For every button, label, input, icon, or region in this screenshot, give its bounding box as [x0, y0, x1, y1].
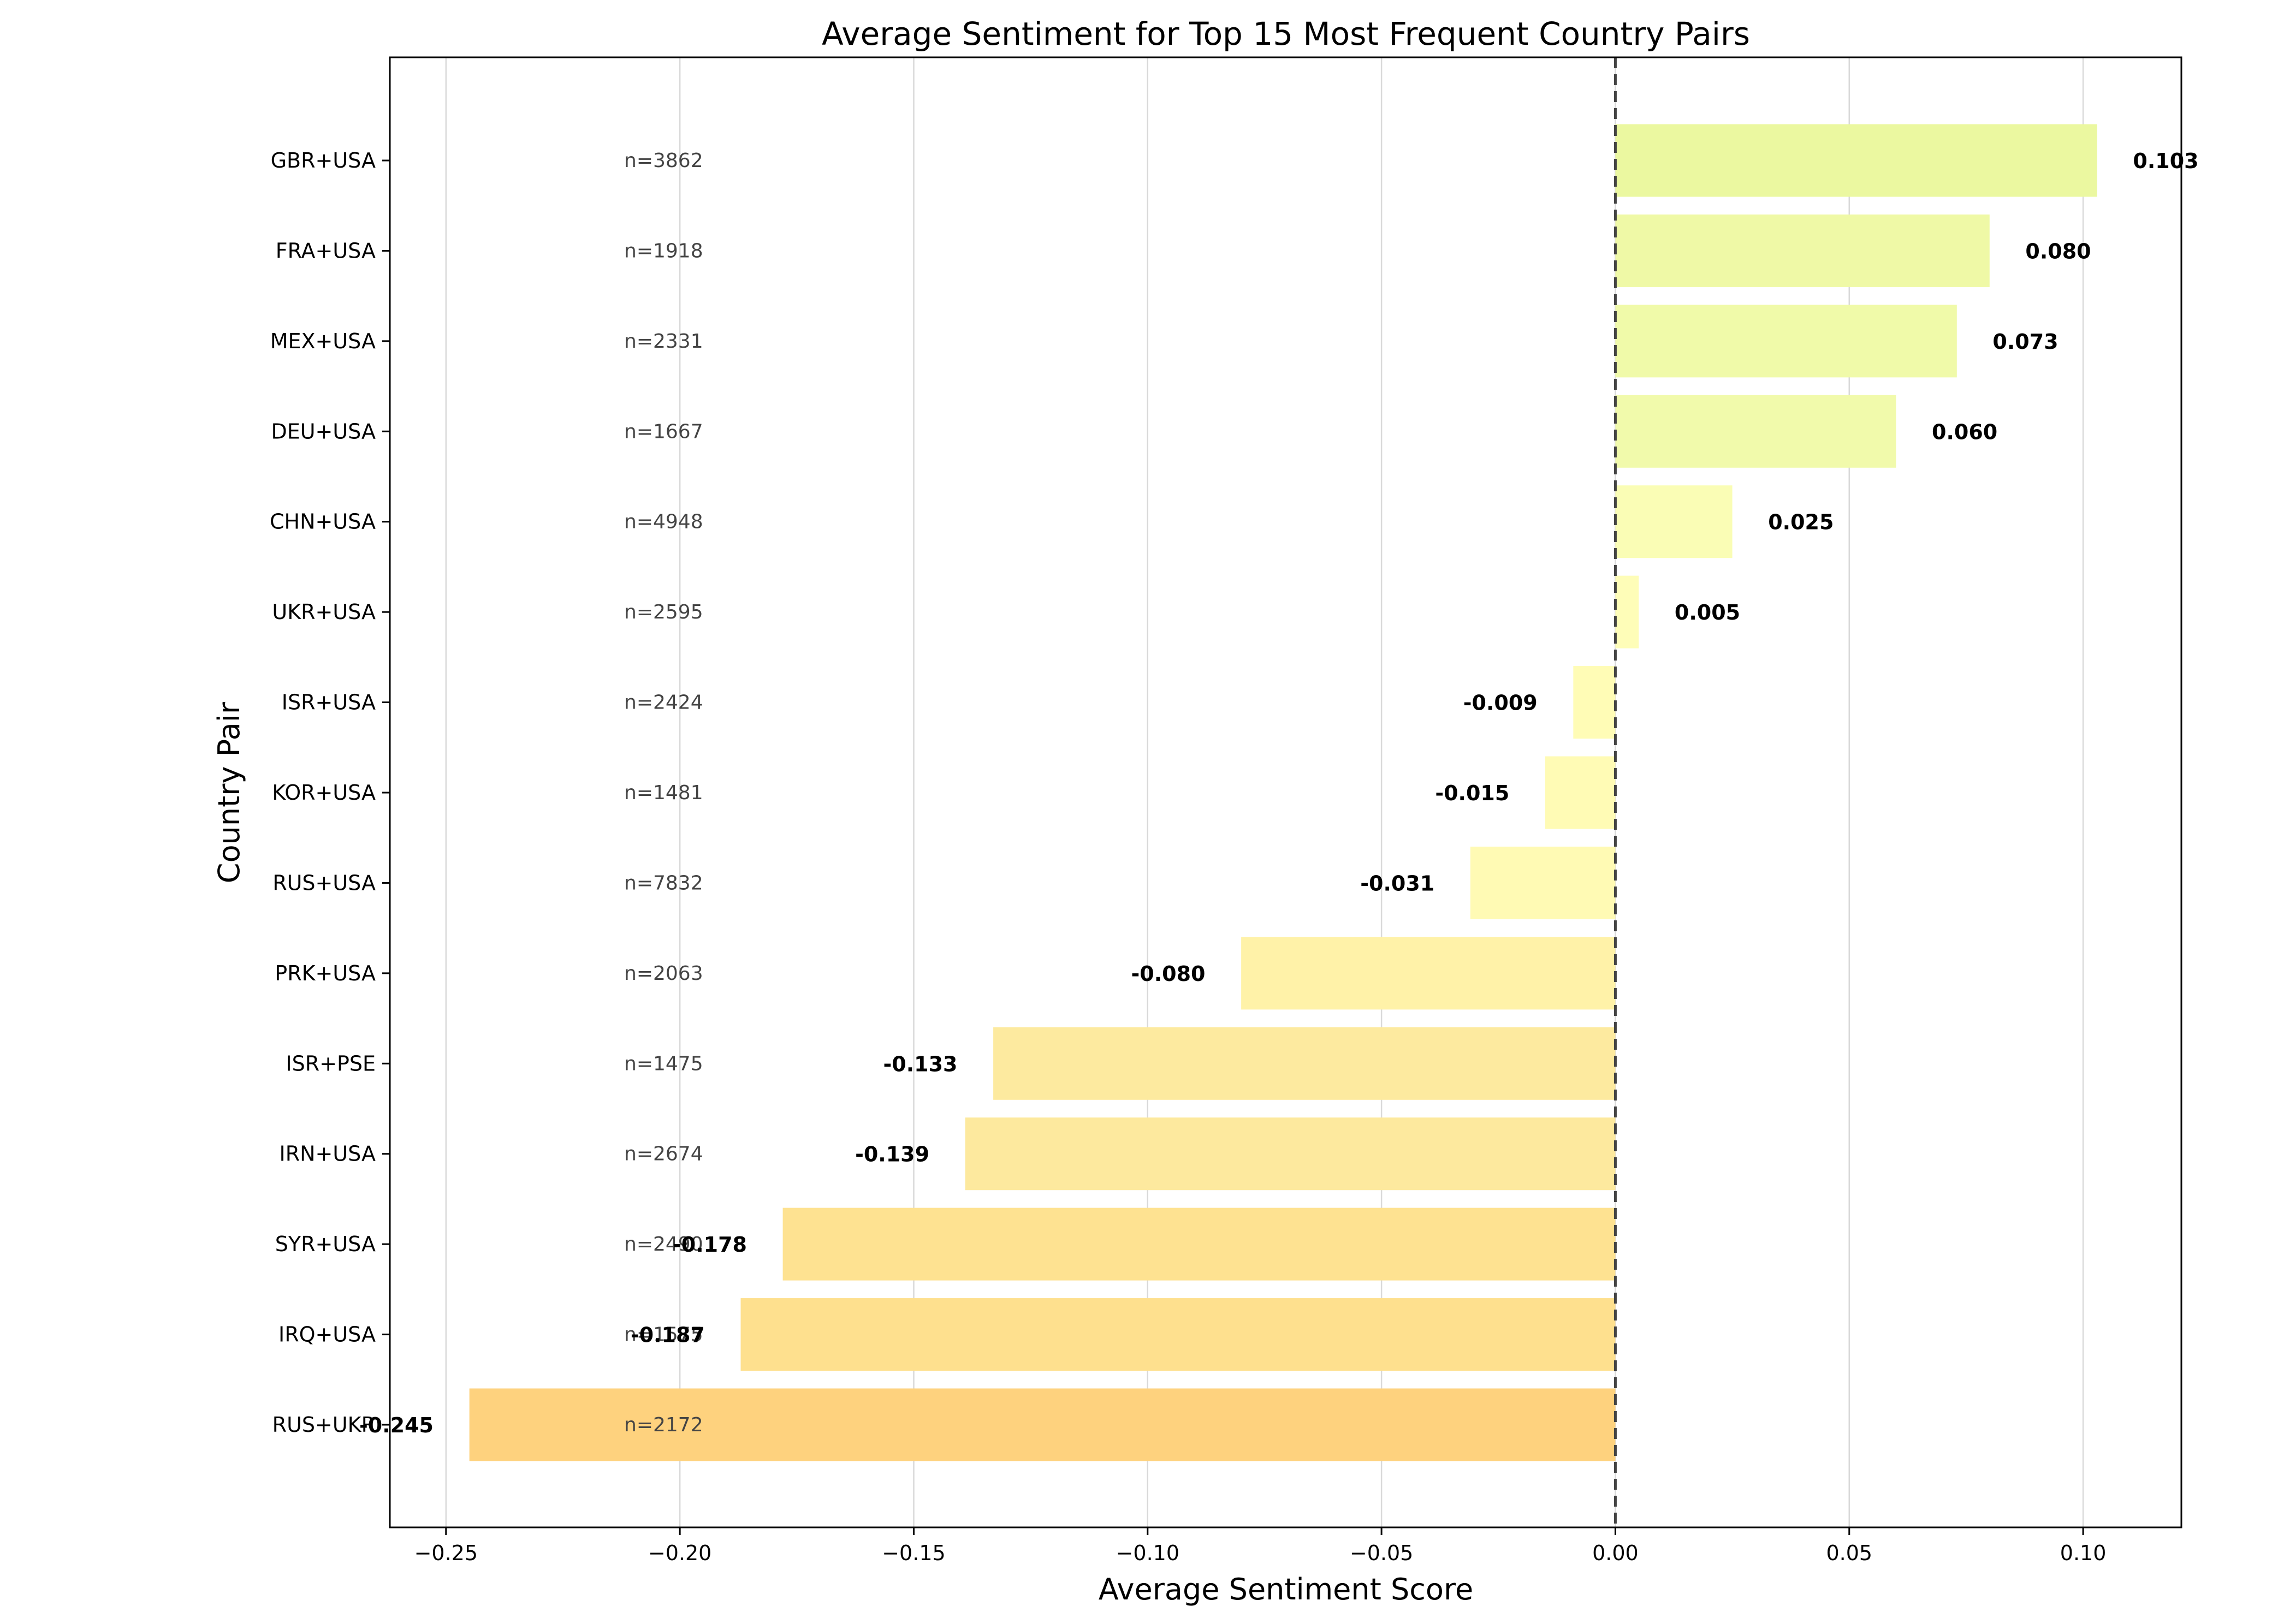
value-label: -0.133: [883, 1052, 958, 1076]
count-label: n=2674: [624, 1143, 703, 1165]
bar: [469, 1388, 1616, 1461]
value-label: 0.025: [1768, 510, 1834, 534]
count-label: n=2490: [624, 1233, 703, 1256]
value-label: 0.103: [2133, 149, 2198, 173]
count-label: n=7832: [624, 872, 703, 894]
x-tick-label: −0.15: [882, 1541, 945, 1565]
count-label: n=4948: [624, 511, 703, 533]
bar: [1615, 395, 1896, 468]
bar: [1615, 214, 1990, 287]
y-tick-label: GBR+USA: [271, 148, 376, 172]
count-label: n=1667: [624, 420, 703, 443]
y-tick-label: IRQ+USA: [278, 1323, 376, 1347]
value-label: -0.015: [1435, 781, 1509, 805]
value-label: -0.245: [359, 1413, 434, 1437]
count-label: n=3862: [624, 150, 703, 172]
y-tick-label: FRA+USA: [276, 239, 376, 263]
count-label: n=2063: [624, 962, 703, 985]
bar: [1615, 485, 1733, 558]
x-tick-label: 0.05: [1826, 1541, 1872, 1565]
bar: [1470, 846, 1616, 919]
x-tick-label: 0.00: [1592, 1541, 1639, 1565]
bar: [740, 1298, 1616, 1371]
bar: [965, 1117, 1616, 1191]
y-tick-label: ISR+PSE: [286, 1051, 376, 1075]
value-label: 0.073: [1992, 330, 2058, 354]
x-tick-label: −0.05: [1350, 1541, 1413, 1565]
bar: [1615, 575, 1639, 649]
value-label: 0.060: [1932, 420, 1997, 444]
bar: [993, 1027, 1616, 1100]
x-tick-label: −0.10: [1116, 1541, 1179, 1565]
count-label: n=2595: [624, 601, 703, 623]
y-tick-label: RUS+UKR: [272, 1413, 376, 1437]
chart-title: Average Sentiment for Top 15 Most Freque…: [822, 15, 1750, 52]
count-label: n=1918: [624, 240, 703, 262]
count-label: n=1481: [624, 782, 703, 804]
bar: [782, 1207, 1616, 1281]
y-tick-label: ISR+USA: [282, 691, 376, 715]
x-tick-label: −0.20: [648, 1541, 711, 1565]
y-tick-label: MEX+USA: [270, 329, 376, 353]
x-axis-label: Average Sentiment Score: [1099, 1572, 1473, 1607]
y-tick-label: DEU+USA: [271, 419, 376, 443]
count-label: n=1475: [624, 1052, 703, 1075]
x-axis-ticks: −0.25 −0.20 −0.15 −0.10 −0.05 0.00 0.05 0.10: [414, 1527, 2107, 1565]
bar: [1241, 937, 1616, 1010]
count-label: n=2424: [624, 692, 703, 714]
y-tick-label: RUS+USA: [272, 871, 376, 895]
count-labels: n=3862 n=1918 n=2331 n=1667 n=4948 n=2595 n=24…: [624, 150, 703, 1436]
bar: [1615, 305, 1957, 378]
y-tick-label: CHN+USA: [270, 510, 376, 534]
bars: [469, 124, 2097, 1461]
value-label: -0.009: [1463, 691, 1538, 715]
y-tick-label: PRK+USA: [275, 961, 376, 985]
value-label: -0.031: [1360, 871, 1434, 895]
y-tick-label: KOR+USA: [272, 781, 376, 805]
value-labels: 0.103 0.080 0.073 0.060 0.025 0.005 -0.009 -0.0…: [359, 149, 2199, 1437]
bar: [1545, 756, 1616, 829]
count-label: n=2331: [624, 330, 703, 353]
y-tick-label: UKR+USA: [272, 600, 376, 624]
y-axis-label: Country Pair: [212, 701, 246, 883]
bar: [1615, 124, 2097, 197]
value-label: 0.005: [1675, 600, 1740, 624]
value-label: -0.187: [631, 1323, 705, 1347]
value-label: -0.178: [673, 1233, 747, 1257]
value-label: 0.080: [2025, 239, 2091, 263]
count-label: n=1575: [624, 1324, 703, 1346]
y-tick-label: IRN+USA: [279, 1142, 376, 1166]
x-tick-label: 0.10: [2060, 1541, 2107, 1565]
y-tick-label: SYR+USA: [275, 1232, 376, 1256]
count-label: n=2172: [624, 1414, 703, 1436]
x-tick-label: −0.25: [414, 1541, 478, 1565]
bar: [1573, 666, 1616, 739]
y-axis-ticks: GBR+USA FRA+USA MEX+USA DEU+USA CHN+USA UKR+U…: [270, 148, 390, 1437]
value-label: -0.139: [855, 1143, 929, 1167]
value-label: -0.080: [1131, 962, 1206, 986]
